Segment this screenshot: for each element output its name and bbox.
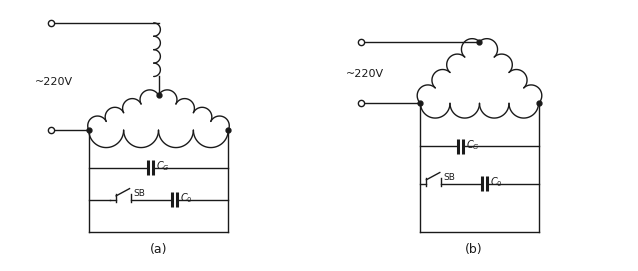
Text: $C_G$: $C_G$ <box>156 159 170 173</box>
Text: (b): (b) <box>465 243 483 256</box>
Text: SB: SB <box>443 173 455 182</box>
Text: (a): (a) <box>150 243 167 256</box>
Text: SB: SB <box>133 189 145 198</box>
Text: ~220V: ~220V <box>345 69 383 79</box>
Text: $C_G$: $C_G$ <box>466 138 480 152</box>
Text: $C_0$: $C_0$ <box>180 192 193 205</box>
Text: $C_0$: $C_0$ <box>490 176 503 189</box>
Text: ~220V: ~220V <box>35 77 73 87</box>
